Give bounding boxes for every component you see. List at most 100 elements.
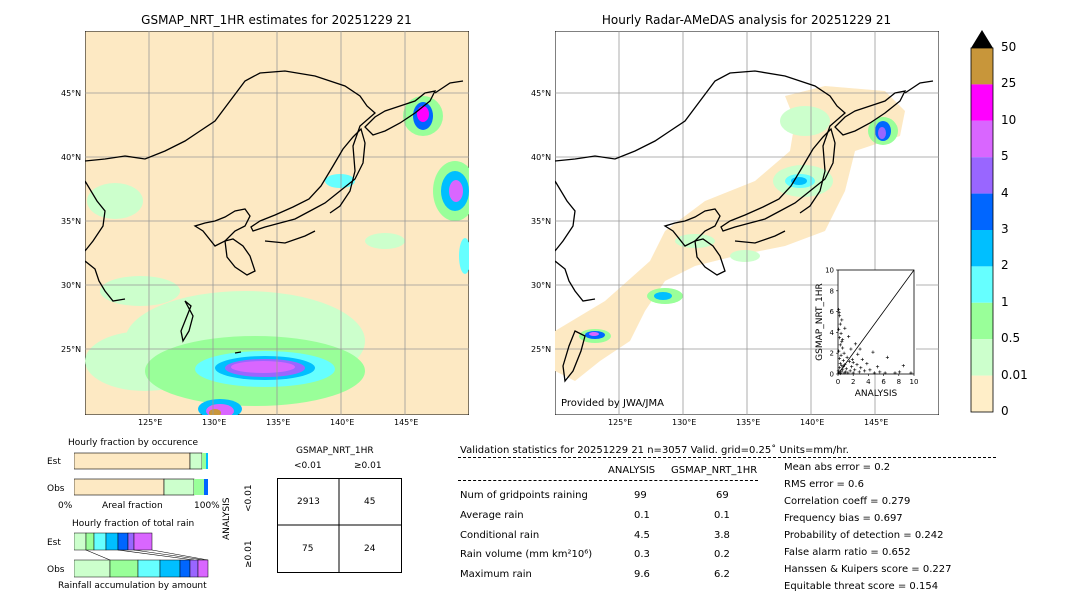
colorbar-segment: [971, 230, 993, 267]
total-obs-seg-6: [189, 559, 199, 578]
scatter-point: [837, 314, 842, 318]
total-obs-seg-7: [197, 559, 209, 578]
colorbar-segment: [971, 266, 993, 303]
contingency-row-lt: <0.01: [244, 484, 254, 512]
scatter-point: [842, 351, 846, 355]
contingency-cell-00: 2913: [297, 497, 320, 507]
scatter-point: [855, 363, 859, 367]
scatter-point: [837, 311, 841, 315]
validation-col-gsmap: GSMAP_NRT_1HR: [671, 465, 758, 476]
stat-analysis-1: 0.1: [634, 510, 650, 521]
right-lat-35: 35°N: [531, 217, 552, 226]
scatter-point: [843, 326, 847, 330]
occurrence-row-obs: Obs: [47, 484, 65, 494]
scatter-point: [838, 343, 842, 347]
right-lon-130: 130°E: [672, 418, 697, 427]
score-7: Equitable threat score = 0.154: [784, 581, 939, 592]
scatter-ylabel: GSMAP_NRT_1HR: [815, 283, 825, 361]
right-lon-135: 135°E: [736, 418, 761, 427]
scatter-xtick-label: 6: [881, 378, 886, 386]
colorbar-label: 3: [1001, 222, 1009, 236]
scatter-point: [860, 357, 864, 362]
total-est-seg-4: [105, 532, 119, 551]
right-lat-40: 40°N: [531, 153, 552, 162]
colorbar-segment: [971, 193, 993, 230]
occurrence-bars: [74, 452, 208, 496]
occurrence-est-bar-high: [206, 453, 208, 469]
total-obs-seg-2: [109, 559, 139, 578]
total-title: Hourly fraction of total rain: [72, 519, 195, 529]
total-obs-seg-1: [74, 559, 111, 578]
total-obs-seg-3: [137, 559, 161, 578]
left-map-title: GSMAP_NRT_1HR estimates for 20251229 21: [141, 13, 412, 27]
scatter-point: [885, 355, 889, 359]
scatter-ytick-label: 2: [830, 350, 834, 358]
scatter-point: [841, 358, 845, 363]
contingency-cell-10: 75: [302, 544, 314, 554]
score-2: Correlation coeff = 0.279: [784, 496, 911, 507]
occurrence-x-mid: Areal fraction: [102, 501, 163, 511]
colorbar-label: 0.01: [1001, 367, 1028, 382]
scatter-point: [909, 371, 913, 375]
total-connector: [151, 549, 209, 561]
left-lon-140: 140°E: [330, 418, 355, 427]
validation-col-analysis: ANALYSIS: [608, 465, 656, 476]
scatter-point: [872, 371, 877, 375]
total-row-obs: Obs: [47, 565, 65, 575]
right-lon-140: 140°E: [800, 418, 825, 427]
scatter-ytick-label: 8: [830, 287, 834, 295]
right-coastline: [555, 70, 934, 383]
scatter-point: [839, 370, 843, 374]
occurrence-x-0: 0%: [58, 501, 73, 511]
scatter-point: [840, 346, 845, 350]
occurrence-obs-bar-high: [204, 479, 208, 495]
occurrence-title: Hourly fraction by occurence: [68, 438, 199, 448]
scatter-point: [841, 365, 845, 369]
stat-gsmap-1: 0.1: [714, 510, 730, 521]
right-precip: [555, 86, 905, 381]
total-est-seg-1: [74, 532, 87, 551]
colorbar-segment: [971, 339, 993, 376]
scatter-point: [838, 371, 842, 376]
occurrence-row-est: Est: [47, 457, 61, 467]
scatter-point: [847, 359, 851, 364]
left-lon-145: 145°E: [394, 418, 419, 427]
occurrence-est-bar-mid: [202, 453, 206, 469]
colorbar-label: 1: [1001, 294, 1009, 309]
scatter-point: [893, 371, 897, 375]
stat-label-4: Maximum rain: [460, 569, 532, 580]
validation-col-rule: [458, 480, 758, 481]
occurrence-obs-bar-light: [163, 478, 195, 496]
occurrence-est-bar-dry: [74, 452, 191, 470]
credit-label: Provided by JWA/JMA: [561, 398, 664, 409]
stat-analysis-4: 9.6: [634, 569, 650, 580]
scatter-point: [839, 331, 843, 336]
stat-analysis-0: 99: [634, 490, 647, 501]
colorbar-segment: [971, 84, 993, 121]
occurrence-est-bar-light: [189, 452, 203, 470]
contingency-col-title: GSMAP_NRT_1HR: [296, 446, 374, 456]
score-5: False alarm ratio = 0.652: [784, 547, 911, 558]
scatter-point: [849, 347, 853, 351]
colorbar-label: 4: [1001, 185, 1009, 200]
scatter-point: [843, 363, 847, 367]
scatter-xlabel: ANALYSIS: [855, 389, 898, 399]
total-est-seg-6: [127, 532, 135, 551]
scatter-point: [850, 357, 855, 362]
stat-label-3: Rain volume (mm km²10⁶): [460, 549, 593, 560]
scatter-point: [837, 307, 841, 312]
scatter-frame: [837, 269, 915, 375]
right-lat-45: 45°N: [531, 89, 552, 98]
scatter-point: [837, 366, 842, 370]
scatter-ytick-label: 4: [830, 329, 835, 337]
scatter-point: [859, 366, 863, 370]
scatter-point: [883, 371, 887, 375]
score-1: RMS error = 0.6: [784, 479, 864, 490]
scatter-point: [897, 370, 902, 374]
right-lon-125: 125°E: [608, 418, 633, 427]
right-map-title: Hourly Radar-AMeDAS analysis for 2025122…: [601, 13, 892, 27]
scatter-point: [844, 367, 848, 371]
contingency-col-ge: ≥0.01: [354, 461, 382, 471]
scatter-point: [848, 369, 852, 373]
left-lat-35: 35°N: [61, 217, 82, 226]
